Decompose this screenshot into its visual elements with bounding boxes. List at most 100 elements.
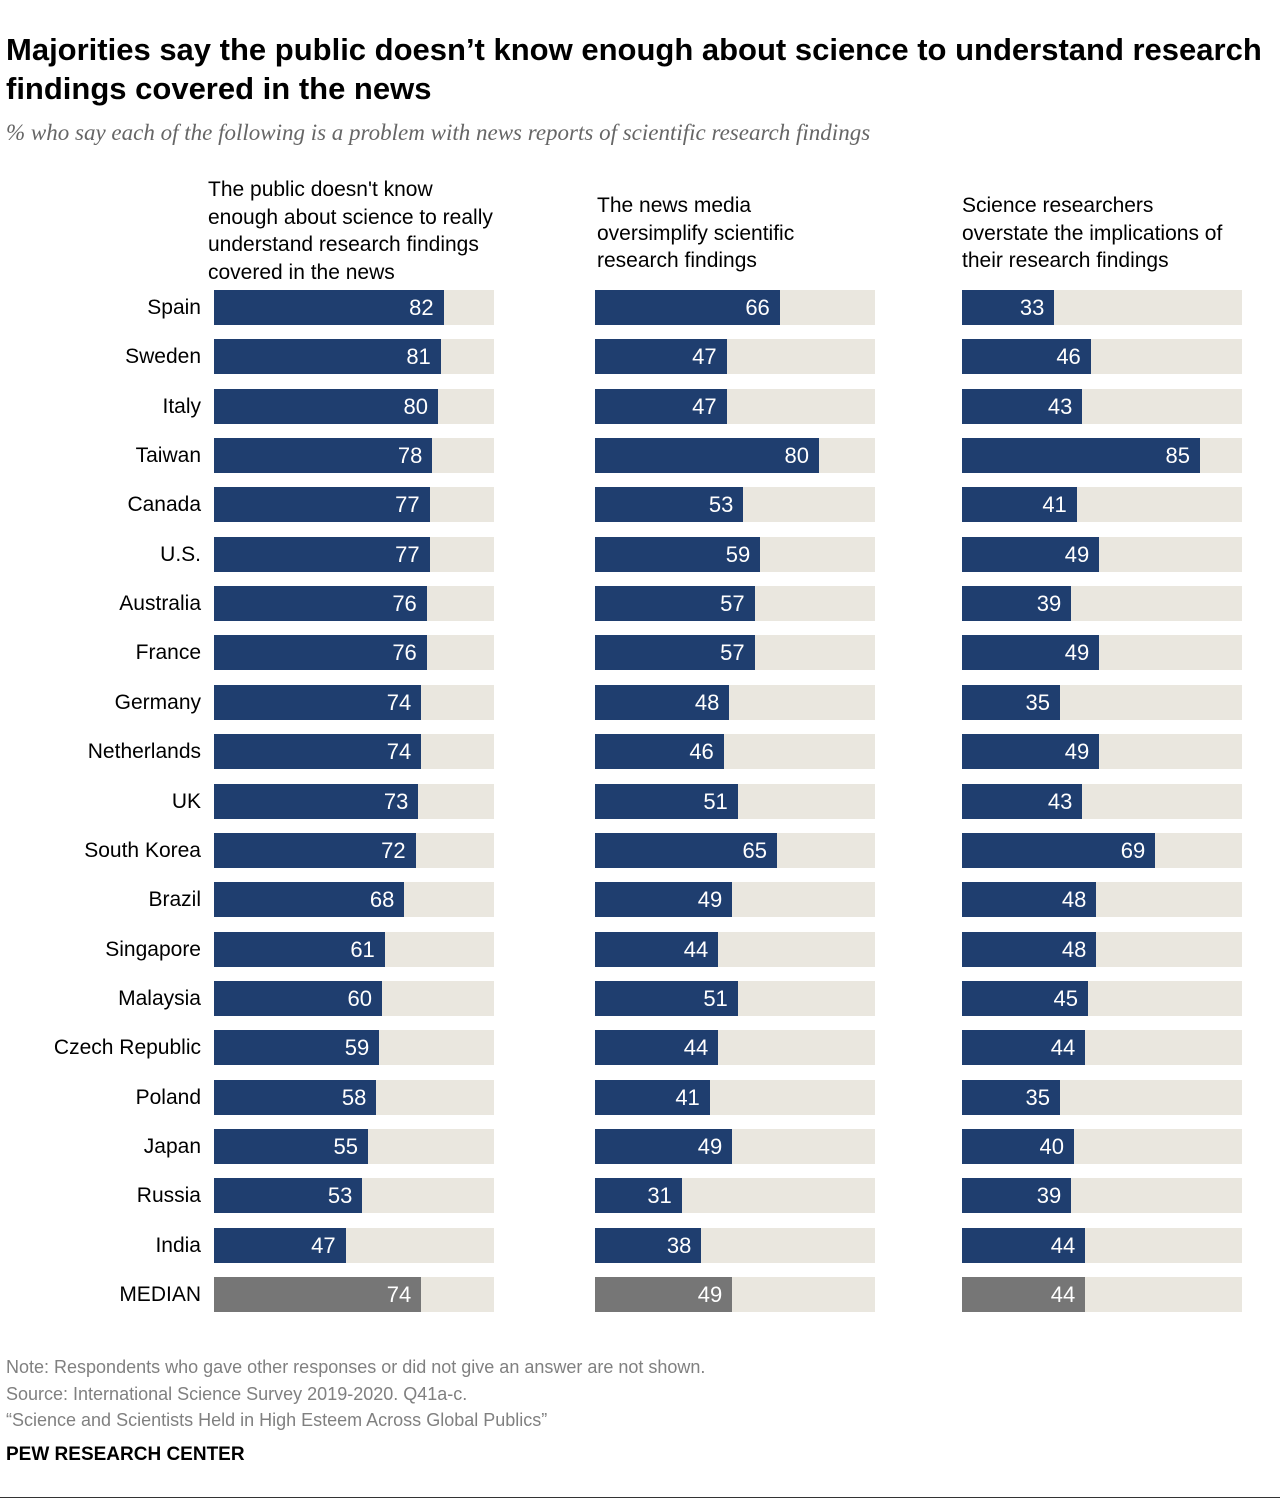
- bar: 46: [595, 734, 724, 770]
- bar: 59: [214, 1030, 380, 1066]
- category-label: Italy: [162, 394, 201, 418]
- category-label: Germany: [114, 690, 201, 714]
- data-label: 38: [666, 1232, 692, 1258]
- data-label: 80: [403, 393, 428, 419]
- bar-track: 44: [962, 1227, 1242, 1263]
- data-label: 41: [1042, 492, 1067, 518]
- category-label: UK: [171, 789, 201, 813]
- bar: 76: [214, 586, 427, 622]
- bar: 35: [962, 1079, 1060, 1115]
- data-label: 46: [1056, 344, 1081, 370]
- bar: 43: [962, 783, 1083, 819]
- bar-track: 82: [214, 290, 494, 325]
- bar: 41: [595, 1079, 710, 1115]
- bar-track: 35: [962, 1079, 1242, 1115]
- bar-track: 85: [962, 438, 1242, 474]
- bar: 53: [595, 487, 744, 523]
- data-label: 49: [697, 887, 723, 913]
- column-header-1: The public doesn't know enough about sci…: [208, 178, 493, 284]
- bar-track: 31: [595, 1178, 875, 1214]
- bar-track: 51: [595, 980, 875, 1016]
- data-label: 39: [1036, 591, 1062, 617]
- bar-track: 80: [214, 388, 494, 424]
- bar: 80: [214, 388, 438, 424]
- bar: 48: [962, 931, 1097, 967]
- category-label: Sweden: [125, 345, 201, 369]
- bar-track: 41: [595, 1079, 875, 1115]
- data-label: 61: [350, 936, 375, 962]
- bar: 45: [962, 980, 1088, 1016]
- bar: 74: [214, 1277, 422, 1312]
- bar-track: 59: [595, 536, 875, 572]
- column-header-2: The news media oversimplify scientific r…: [597, 194, 795, 272]
- category-label: Malaysia: [118, 986, 201, 1010]
- notes: Note: Respondents who gave other respons…: [6, 1354, 705, 1434]
- bar: 72: [214, 832, 416, 868]
- bar: 35: [962, 684, 1060, 720]
- bar-track: 53: [214, 1178, 494, 1214]
- data-label: 49: [697, 1133, 723, 1159]
- data-label: 68: [369, 887, 395, 913]
- bar-track: 78: [214, 438, 494, 474]
- data-label: 31: [647, 1183, 672, 1209]
- category-label: Poland: [135, 1085, 201, 1109]
- data-label: 47: [692, 344, 717, 370]
- bar: 57: [595, 635, 755, 671]
- bar-track: 39: [962, 1178, 1242, 1214]
- data-label: 57: [720, 591, 745, 617]
- bar: 49: [962, 536, 1100, 572]
- bar-track: 49: [595, 1277, 875, 1312]
- data-label: 59: [344, 1035, 370, 1061]
- data-label: 66: [745, 295, 770, 320]
- bar: 47: [595, 339, 727, 375]
- bar-track: 80: [595, 438, 875, 474]
- bar: 51: [595, 783, 738, 819]
- data-label: 35: [1025, 689, 1050, 715]
- category-label: MEDIAN: [119, 1283, 201, 1306]
- bar: 59: [595, 536, 761, 572]
- bar: 47: [595, 388, 727, 424]
- data-label: 77: [395, 541, 420, 567]
- data-label: 82: [409, 295, 434, 320]
- data-label: 44: [683, 1035, 709, 1061]
- category-label: France: [135, 641, 201, 665]
- data-label: 49: [1064, 640, 1090, 666]
- bar-track: 60: [214, 980, 494, 1016]
- bar-track: 77: [214, 536, 494, 572]
- bar: 46: [962, 339, 1091, 375]
- data-label: 44: [1050, 1232, 1076, 1258]
- bar: 66: [595, 290, 780, 325]
- bar-track: 81: [214, 339, 494, 375]
- data-label: 35: [1025, 1084, 1050, 1110]
- bar-track: 69: [962, 832, 1242, 868]
- bar: 74: [214, 734, 422, 770]
- bar-track: 47: [595, 388, 875, 424]
- bar-track: 48: [962, 882, 1242, 918]
- note-text: Note: Respondents who gave other respons…: [6, 1357, 706, 1377]
- bar-track: 68: [214, 882, 494, 918]
- bar: 53: [214, 1178, 363, 1214]
- bar: 49: [595, 1128, 733, 1164]
- bar: 44: [962, 1277, 1086, 1312]
- bar: 38: [595, 1227, 702, 1263]
- bar: 77: [214, 536, 430, 572]
- bar: 48: [962, 882, 1097, 918]
- category-label: U.S.: [160, 542, 201, 566]
- data-label: 73: [383, 788, 409, 814]
- bar: 44: [595, 1030, 719, 1066]
- bar: 85: [962, 438, 1200, 474]
- category-label: Russia: [136, 1184, 201, 1208]
- bar: 44: [595, 931, 719, 967]
- bar-track: 48: [962, 931, 1242, 967]
- bar-track: 43: [962, 783, 1242, 819]
- category-label: India: [155, 1233, 201, 1257]
- divider: [0, 1497, 1280, 1498]
- bar: 81: [214, 339, 441, 375]
- bar-track: 74: [214, 684, 494, 720]
- data-label: 44: [1050, 1035, 1076, 1061]
- bar: 65: [595, 832, 777, 868]
- bar: 74: [214, 684, 422, 720]
- bar: 31: [595, 1178, 682, 1214]
- bar: 61: [214, 931, 385, 967]
- data-label: 49: [697, 1282, 723, 1307]
